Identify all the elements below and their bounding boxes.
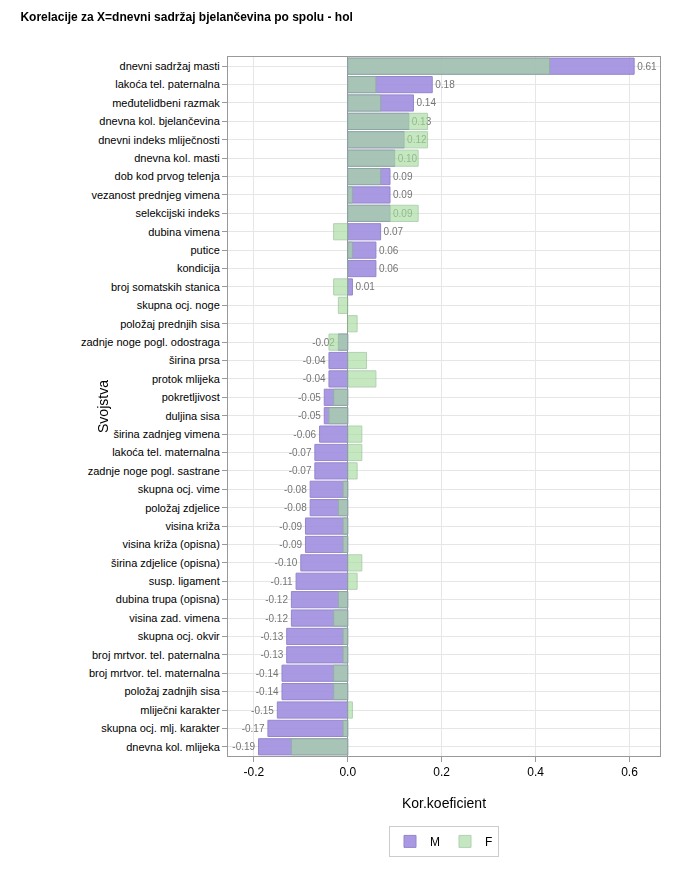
- svg-text:0.14: 0.14: [416, 97, 436, 108]
- svg-text:dnevna kol. mlijeka: dnevna kol. mlijeka: [126, 741, 220, 753]
- svg-text:susp. ligament: susp. ligament: [149, 575, 220, 587]
- svg-text:-0.02: -0.02: [312, 337, 335, 348]
- svg-text:lakoća tel. maternalna: lakoća tel. maternalna: [112, 446, 220, 458]
- svg-text:-0.11: -0.11: [271, 576, 293, 587]
- svg-text:pokretljivost: pokretljivost: [162, 391, 220, 403]
- svg-text:-0.13: -0.13: [260, 649, 283, 660]
- svg-text:visina zad. vimena: visina zad. vimena: [129, 612, 220, 624]
- svg-text:-0.09: -0.09: [279, 539, 302, 550]
- svg-text:Korelacije za X=dnevni sadržaj: Korelacije za X=dnevni sadržaj bjelančev…: [20, 10, 352, 24]
- svg-text:međutelidbeni razmak: međutelidbeni razmak: [112, 97, 220, 109]
- svg-text:-0.07: -0.07: [289, 447, 312, 458]
- svg-text:lakoća tel. paternalna: lakoća tel. paternalna: [115, 78, 220, 90]
- svg-text:-0.07: -0.07: [289, 465, 312, 476]
- svg-text:-0.09: -0.09: [279, 521, 302, 532]
- svg-text:širina zdjelice (opisna): širina zdjelice (opisna): [111, 557, 220, 569]
- svg-text:0.13: 0.13: [412, 116, 432, 127]
- svg-text:širina zadnjeg vimena: širina zadnjeg vimena: [113, 428, 220, 440]
- svg-text:F: F: [485, 835, 492, 849]
- svg-text:-0.14: -0.14: [256, 686, 279, 697]
- svg-text:0.4: 0.4: [527, 765, 544, 779]
- svg-text:-0.04: -0.04: [303, 355, 326, 366]
- svg-text:kondicija: kondicija: [177, 262, 221, 274]
- svg-text:0.01: 0.01: [355, 281, 375, 292]
- svg-text:0.0: 0.0: [339, 765, 356, 779]
- svg-text:-0.05: -0.05: [298, 410, 321, 421]
- svg-text:0.6: 0.6: [621, 765, 638, 779]
- svg-text:0.06: 0.06: [379, 245, 399, 256]
- svg-text:-0.08: -0.08: [284, 484, 307, 495]
- svg-text:dnevna kol. bjelančevina: dnevna kol. bjelančevina: [99, 115, 220, 127]
- svg-text:selekcijski indeks: selekcijski indeks: [135, 207, 220, 219]
- svg-text:M: M: [430, 835, 440, 849]
- svg-text:-0.12: -0.12: [265, 613, 288, 624]
- svg-text:dob kod prvog telenja: dob kod prvog telenja: [115, 170, 221, 182]
- svg-text:0.09: 0.09: [393, 189, 413, 200]
- svg-text:mliječni karakter: mliječni karakter: [140, 704, 220, 716]
- svg-text:0.10: 0.10: [398, 153, 418, 164]
- svg-text:skupna ocj. mlj. karakter: skupna ocj. mlj. karakter: [101, 722, 220, 734]
- svg-text:-0.05: -0.05: [298, 392, 321, 403]
- svg-text:broj mrtvor. tel. maternalna: broj mrtvor. tel. maternalna: [89, 667, 221, 679]
- svg-text:dnevni indeks mliječnosti: dnevni indeks mliječnosti: [98, 134, 220, 146]
- svg-text:skupna ocj. vime: skupna ocj. vime: [138, 483, 220, 495]
- svg-text:Kor.koeficient: Kor.koeficient: [402, 795, 486, 811]
- svg-text:broj somatskih stanica: broj somatskih stanica: [111, 281, 221, 293]
- svg-text:0.09: 0.09: [393, 171, 413, 182]
- svg-text:visina križa (opisna): visina križa (opisna): [123, 538, 220, 550]
- svg-text:Svojstva: Svojstva: [95, 380, 111, 433]
- svg-text:dnevni sadržaj masti: dnevni sadržaj masti: [120, 60, 220, 72]
- svg-text:-0.2: -0.2: [243, 765, 264, 779]
- svg-text:skupna ocj. okvir: skupna ocj. okvir: [138, 630, 220, 642]
- svg-text:broj mrtvor. tel. paternalna: broj mrtvor. tel. paternalna: [92, 649, 221, 661]
- svg-text:vezanost prednjeg vimena: vezanost prednjeg vimena: [91, 189, 220, 201]
- svg-text:položaj prednjih sisa: položaj prednjih sisa: [120, 318, 221, 330]
- svg-text:-0.10: -0.10: [275, 557, 298, 568]
- svg-text:skupna ocj. noge: skupna ocj. noge: [137, 299, 220, 311]
- svg-text:protok mlijeka: protok mlijeka: [152, 373, 221, 385]
- svg-text:0.07: 0.07: [384, 226, 404, 237]
- svg-text:-0.17: -0.17: [242, 723, 265, 734]
- svg-text:visina križa: visina križa: [165, 520, 220, 532]
- svg-text:putice: putice: [190, 244, 219, 256]
- svg-text:0.18: 0.18: [435, 79, 455, 90]
- svg-text:0.61: 0.61: [637, 61, 657, 72]
- svg-text:0.09: 0.09: [393, 208, 413, 219]
- svg-text:dubina trupa (opisna): dubina trupa (opisna): [116, 593, 220, 605]
- svg-text:širina prsa: širina prsa: [169, 354, 221, 366]
- svg-text:0.2: 0.2: [433, 765, 450, 779]
- svg-text:položaj zdjelice: položaj zdjelice: [145, 502, 220, 514]
- svg-text:0.12: 0.12: [407, 134, 427, 145]
- svg-text:zadnje noge pogl. sastrane: zadnje noge pogl. sastrane: [88, 465, 220, 477]
- svg-text:-0.06: -0.06: [293, 429, 316, 440]
- svg-text:položaj zadnjih sisa: položaj zadnjih sisa: [124, 685, 220, 697]
- svg-text:-0.13: -0.13: [260, 631, 283, 642]
- svg-text:zadnje noge pogl. odostraga: zadnje noge pogl. odostraga: [81, 336, 221, 348]
- svg-text:-0.19: -0.19: [232, 741, 255, 752]
- svg-text:-0.08: -0.08: [284, 502, 307, 513]
- svg-text:-0.14: -0.14: [256, 668, 279, 679]
- svg-text:0.06: 0.06: [379, 263, 399, 274]
- svg-text:-0.04: -0.04: [303, 373, 326, 384]
- svg-text:-0.15: -0.15: [251, 705, 274, 716]
- svg-text:duljina sisa: duljina sisa: [165, 410, 220, 422]
- svg-text:dubina vimena: dubina vimena: [148, 226, 220, 238]
- svg-text:-0.12: -0.12: [265, 594, 288, 605]
- svg-text:dnevna kol. masti: dnevna kol. masti: [134, 152, 220, 164]
